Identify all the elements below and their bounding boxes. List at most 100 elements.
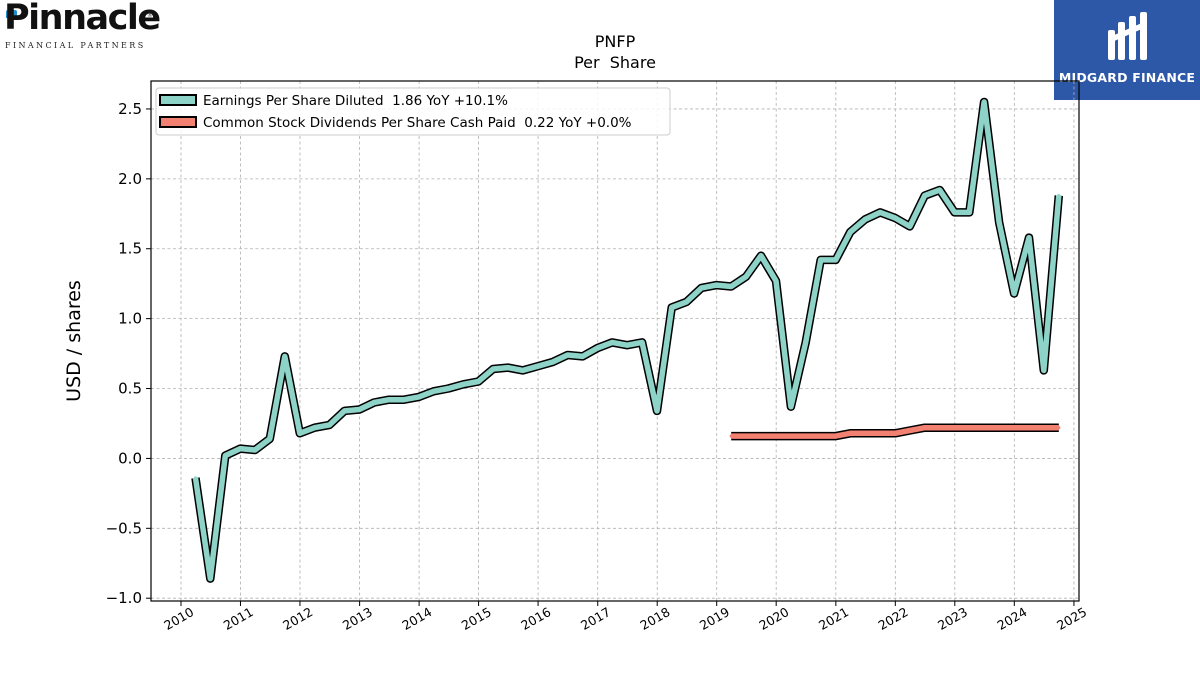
pinnacle-subtitle: FINANCIAL PARTNERS <box>5 41 146 50</box>
series-2-point <box>789 434 793 438</box>
series-2-point <box>982 426 986 430</box>
pinnacle-brand-text: Pinnacle <box>4 0 161 38</box>
series-1-point <box>640 340 644 344</box>
series-1-point <box>506 365 510 370</box>
series-2-point <box>923 426 927 430</box>
series-1-point <box>417 395 421 399</box>
y-tick-label: 0.0 <box>118 449 142 467</box>
legend-label-1: Earnings Per Share Diluted 1.86 YoY +10.… <box>203 93 508 109</box>
series-2-point <box>1057 426 1061 430</box>
series-1-point <box>476 379 481 384</box>
series-1-point <box>699 286 704 290</box>
series-1-point <box>967 210 971 214</box>
series-2-point <box>908 428 912 433</box>
series-1-point <box>461 382 466 386</box>
series-1-point <box>729 284 733 289</box>
legend-label-2: Common Stock Dividends Per Share Cash Pa… <box>203 115 632 131</box>
y-tick-label: 2.5 <box>118 100 142 118</box>
series-1-point <box>908 224 912 228</box>
series-1-point <box>223 454 227 458</box>
midgard-logo: MIDGARD FINANCE <box>1054 0 1200 100</box>
series-1-point <box>789 405 793 409</box>
y-tick-label: −0.5 <box>106 519 142 537</box>
series-1-point <box>938 188 942 192</box>
series-1-point <box>298 431 302 435</box>
series-2-point <box>878 431 882 435</box>
series-1-point <box>670 305 674 310</box>
series-1-point <box>283 354 287 358</box>
series-1-point <box>655 409 659 413</box>
series-1-point <box>551 360 555 364</box>
series-2-point <box>863 431 867 435</box>
series-1-point <box>238 447 242 451</box>
x-tick-label: 2021 <box>816 604 851 633</box>
series-1-point <box>744 275 748 279</box>
series-1-point <box>387 398 391 402</box>
x-tick-label: 2011 <box>221 604 256 633</box>
series-1-point <box>193 476 198 480</box>
series-1-point <box>1057 194 1061 198</box>
x-tick-label: 2013 <box>340 604 375 633</box>
series-1-point <box>804 340 808 344</box>
series-2-point <box>759 434 763 438</box>
series-1-point <box>953 210 957 214</box>
series-1-point <box>714 283 719 287</box>
y-tick-label: 1.5 <box>118 240 142 258</box>
series-1-point <box>491 367 495 371</box>
midgard-logo-text: MIDGARD FINANCE <box>1058 70 1196 85</box>
x-tick-label: 2023 <box>935 604 970 633</box>
x-tick-label: 2010 <box>161 604 196 633</box>
series-1-point <box>402 398 406 402</box>
series-2-point <box>834 434 838 438</box>
series-1-point <box>208 577 212 581</box>
x-tick-label: 2019 <box>697 604 732 633</box>
series-2-point <box>804 434 808 438</box>
series-1-point <box>759 254 763 258</box>
series-2-point <box>967 426 971 430</box>
series-1-point <box>1012 291 1016 296</box>
x-tick-label: 2014 <box>399 604 434 633</box>
x-tick-label: 2025 <box>1054 604 1089 633</box>
series-1-point <box>446 386 451 391</box>
series-2-point <box>848 431 852 435</box>
pinnacle-logo: Pinnacle ® FINANCIAL PARTNERS <box>4 0 161 50</box>
series-2-point <box>1027 426 1031 430</box>
y-axis-label: USD / shares <box>63 280 85 402</box>
legend-swatch-2 <box>159 116 197 128</box>
y-tick-label: −1.0 <box>106 589 142 607</box>
series-2-point <box>1042 426 1046 430</box>
series-1-point <box>625 343 629 347</box>
series-1-outline <box>191 97 1064 583</box>
series-1-point <box>595 346 600 350</box>
series-1-point <box>313 426 317 430</box>
series-1-point <box>1042 368 1046 372</box>
series-2-point <box>744 434 748 438</box>
series-1-point <box>982 100 986 104</box>
x-tick-label: 2020 <box>756 604 791 633</box>
x-tick-label: 2022 <box>876 604 911 633</box>
legend: Earnings Per Share Diluted 1.86 YoY +10.… <box>155 87 671 136</box>
series-1-point <box>610 340 614 344</box>
series-1-point <box>923 194 927 198</box>
series-1-point <box>819 258 823 262</box>
chart-subtitle: Per Share <box>574 53 656 72</box>
series-1-point <box>268 437 272 441</box>
series-1-point <box>327 423 332 427</box>
grid-lines <box>151 81 1079 601</box>
legend-swatch-1 <box>159 94 197 106</box>
x-tick-label: 2016 <box>518 604 553 633</box>
series-1-point <box>684 300 689 304</box>
series-2-point <box>774 434 778 438</box>
y-tick-label: 1.0 <box>118 310 142 328</box>
series-1-point <box>536 364 540 368</box>
x-tick-label: 2015 <box>459 604 494 633</box>
series-1-point <box>893 216 897 220</box>
pinnacle-trademark: ® <box>147 12 153 19</box>
x-axis: 2010 2011 2012 2013 2014 2015 2016 2017 2018 2019… <box>161 601 1089 633</box>
series-1-point <box>580 354 585 358</box>
series-1-point <box>253 448 257 452</box>
x-tick-label: 2017 <box>578 604 613 633</box>
midgard-mark-icon <box>1108 12 1147 60</box>
series-layer <box>191 97 1064 583</box>
